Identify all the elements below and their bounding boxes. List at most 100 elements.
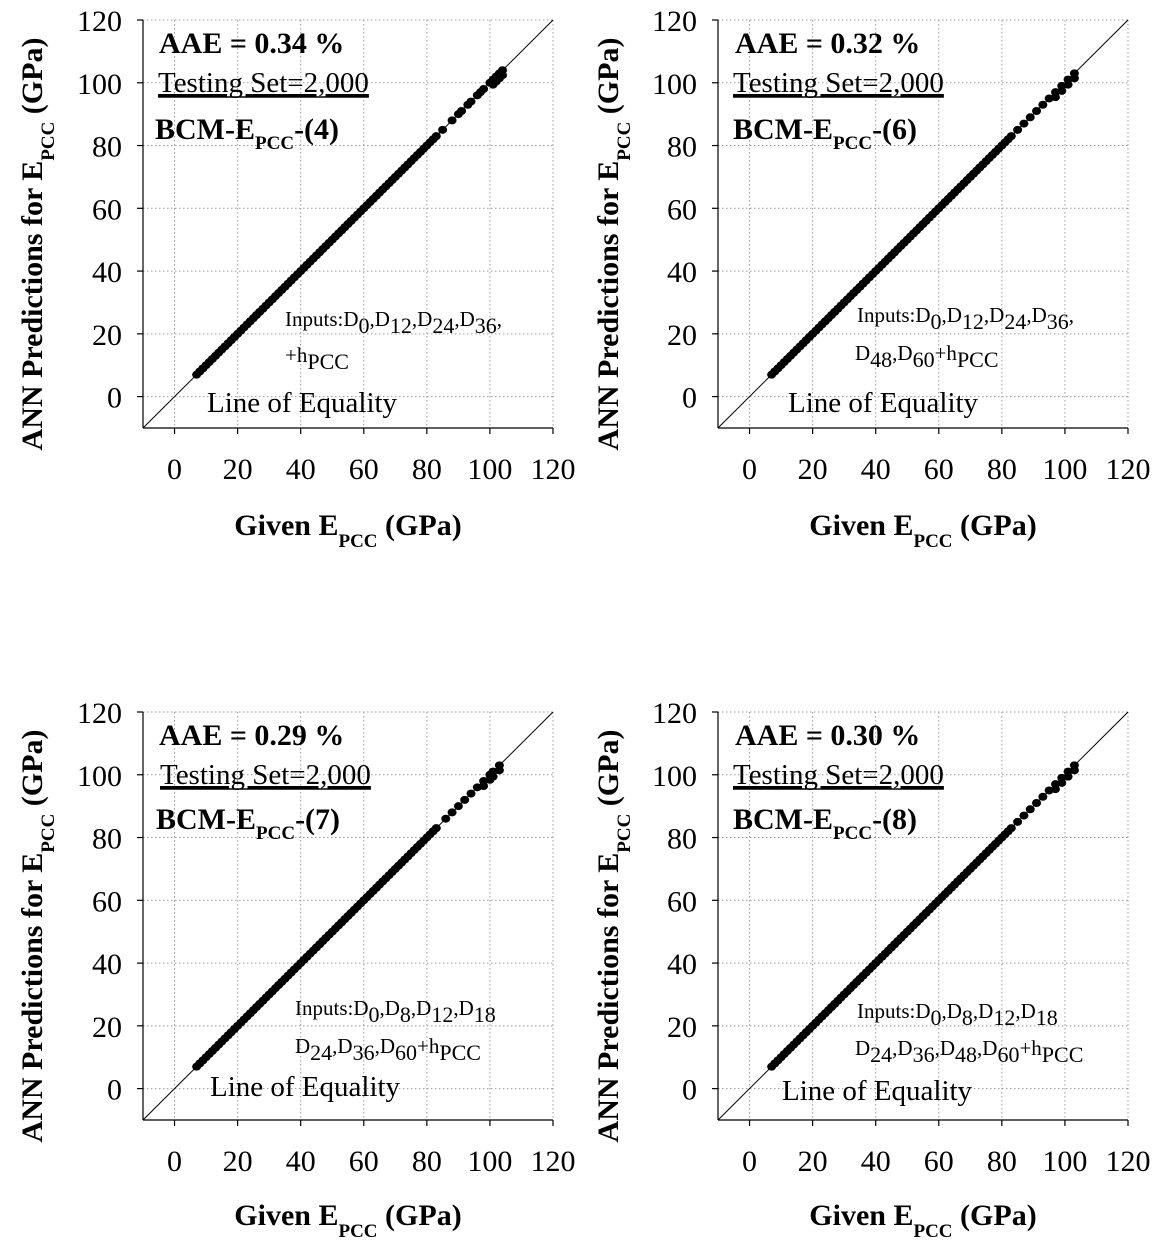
x-tick-label: 100 — [1042, 1145, 1087, 1178]
data-point — [431, 824, 441, 833]
data-point — [1038, 100, 1048, 109]
x-tick-label: 100 — [1042, 453, 1087, 486]
chart-panel-3: 0 20 40 60 80 100 120 0 20 40 60 80 100 120 Given EPCC… — [16, 697, 576, 1242]
model-annotation: BCM-EPCC-(7) — [156, 803, 340, 844]
x-axis-title: Given EPCC (GPa) — [234, 509, 461, 552]
x-tick-label: 20 — [798, 1145, 828, 1178]
aae-annotation: AAE = 0.30 % — [735, 719, 920, 752]
inputs-annotation-line2: D48,D60+hPCC — [855, 341, 999, 372]
y-tick-label: 80 — [667, 823, 697, 856]
y-tick-label: 120 — [77, 697, 122, 730]
data-point — [1013, 125, 1023, 134]
model-annotation: BCM-EPCC-(8) — [733, 803, 917, 844]
y-axis-title: ANN Predictions for EPCC (GPa) — [16, 730, 59, 1143]
data-point — [1057, 86, 1067, 95]
y-tick-label: 100 — [77, 68, 122, 101]
y-tick-label: 0 — [107, 1074, 122, 1107]
data-point — [1063, 80, 1073, 89]
data-point — [1025, 113, 1035, 122]
y-tick-label: 20 — [92, 319, 122, 352]
testing-set-annotation: Testing Set=2,000 — [160, 759, 371, 791]
y-tick-label: 0 — [682, 382, 697, 415]
y-tick-label: 60 — [92, 193, 122, 226]
x-tick-label: 20 — [798, 453, 828, 486]
data-point — [1057, 778, 1067, 787]
y-tick-label: 100 — [652, 760, 697, 793]
data-point — [1038, 792, 1048, 801]
x-axis-title: Given EPCC (GPa) — [809, 509, 1036, 552]
testing-set-annotation: Testing Set=2,000 — [733, 67, 944, 99]
inputs-annotation-line1: Inputs:D0,D12,D24,D36, — [285, 307, 502, 338]
y-tick-label: 40 — [667, 256, 697, 289]
data-point — [498, 71, 508, 80]
y-tick-label: 60 — [667, 885, 697, 918]
y-tick-label: 20 — [92, 1011, 122, 1044]
data-point — [447, 808, 457, 817]
data-point — [460, 795, 470, 804]
x-tick-label: 80 — [412, 453, 442, 486]
x-tick-label: 80 — [412, 1145, 442, 1178]
y-tick-label: 120 — [77, 5, 122, 38]
data-point — [1019, 811, 1029, 820]
inputs-annotation-line2: D24,D36,D48,D60+hPCC — [855, 1036, 1083, 1067]
x-tick-label: 40 — [286, 453, 316, 486]
line-of-equality-label: Line of Equality — [782, 1075, 973, 1107]
x-tick-label: 120 — [1106, 453, 1151, 486]
data-point — [1013, 817, 1023, 826]
aae-annotation: AAE = 0.29 % — [159, 719, 344, 752]
data-point — [457, 107, 467, 116]
data-point — [1025, 805, 1035, 814]
chart-panel-4: 0 20 40 60 80 100 120 0 20 40 60 80 100 120 Given EPCC… — [592, 697, 1151, 1242]
x-tick-label: 100 — [467, 453, 512, 486]
model-annotation: BCM-EPCC-(4) — [155, 113, 339, 154]
y-tick-label: 40 — [667, 948, 697, 981]
data-point — [431, 132, 441, 141]
x-tick-label: 120 — [531, 453, 576, 486]
data-point — [466, 97, 476, 106]
y-tick-label: 40 — [92, 256, 122, 289]
model-annotation: BCM-EPCC-(6) — [733, 113, 917, 154]
inputs-annotation-line2: +hPCC — [285, 343, 349, 374]
x-tick-label: 60 — [349, 453, 379, 486]
x-tick-label: 20 — [223, 453, 253, 486]
y-tick-label: 20 — [667, 319, 697, 352]
data-point — [447, 116, 457, 125]
data-point — [1019, 119, 1029, 128]
testing-set-annotation: Testing Set=2,000 — [158, 67, 369, 99]
data-point — [1050, 785, 1060, 794]
aae-annotation: AAE = 0.32 % — [735, 27, 920, 60]
data-point — [1032, 799, 1042, 808]
line-of-equality-label: Line of Equality — [210, 1071, 401, 1103]
data-point — [1006, 824, 1016, 833]
x-tick-label: 100 — [467, 1145, 512, 1178]
data-point — [438, 125, 448, 134]
y-tick-label: 60 — [667, 193, 697, 226]
data-point — [1069, 74, 1079, 83]
testing-set-annotation: Testing Set=2,000 — [733, 759, 944, 791]
y-tick-label: 100 — [652, 68, 697, 101]
data-point — [1032, 107, 1042, 116]
line-of-equality-label: Line of Equality — [788, 387, 979, 419]
data-point — [1050, 93, 1060, 102]
x-axis-title: Given EPCC (GPa) — [809, 1199, 1036, 1242]
inputs-annotation-line1: Inputs:D0,D8,D12,D18 — [295, 996, 496, 1027]
y-tick-label: 60 — [92, 885, 122, 918]
y-tick-label: 80 — [92, 823, 122, 856]
y-axis-title: ANN Predictions for EPCC (GPa) — [592, 730, 635, 1143]
x-tick-label: 120 — [1106, 1145, 1151, 1178]
x-tick-label: 0 — [167, 453, 182, 486]
y-tick-label: 0 — [682, 1074, 697, 1107]
data-point — [479, 85, 489, 94]
x-tick-label: 40 — [286, 1145, 316, 1178]
x-axis-title: Given EPCC (GPa) — [234, 1199, 461, 1242]
inputs-annotation-line1: Inputs:D0,D8,D12,D18 — [857, 999, 1058, 1030]
x-tick-label: 120 — [531, 1145, 576, 1178]
x-tick-label: 0 — [167, 1145, 182, 1178]
y-tick-label: 40 — [92, 948, 122, 981]
y-axis-title: ANN Predictions for EPCC (GPa) — [16, 38, 59, 451]
inputs-annotation-line1: Inputs:D0,D12,D24,D36, — [857, 303, 1074, 334]
y-tick-label: 100 — [77, 760, 122, 793]
data-point — [1063, 772, 1073, 781]
inputs-annotation-line2: D24,D36,D60+hPCC — [295, 1034, 481, 1065]
